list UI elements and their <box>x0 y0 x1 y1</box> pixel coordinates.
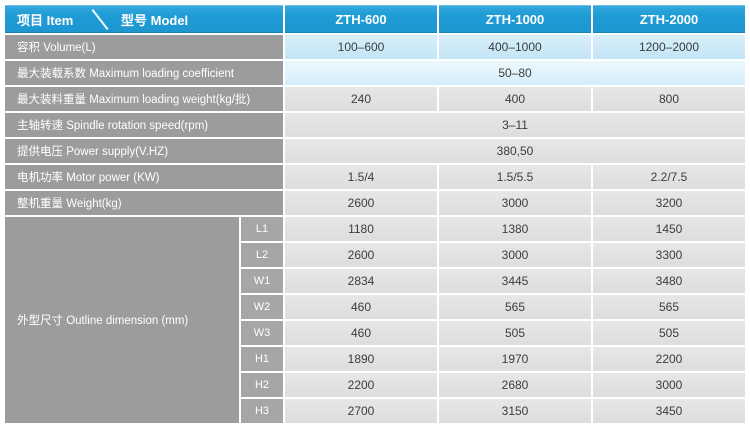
value-cell-volume-zth2000: 1200–2000 <box>593 35 745 59</box>
value-cell-loading-weight-zth600: 240 <box>285 87 437 111</box>
dimension-code-l1: L1 <box>241 217 283 241</box>
item-header-label: 项目 Item <box>17 12 74 28</box>
value-cell-loading-weight-zth2000: 800 <box>593 87 745 111</box>
value-cell-w1-zth600: 2834 <box>285 269 437 293</box>
row-label-loading-weight: 最大装料重量 Maximum loading weight(kg/批) <box>5 87 283 111</box>
dimension-code-w2: W2 <box>241 295 283 319</box>
value-cell-h3-zth600: 2700 <box>285 399 437 423</box>
value-cell-machine-weight-zth1000: 3000 <box>439 191 591 215</box>
row-label-volume: 容积 Volume(L) <box>5 35 283 59</box>
value-cell-l2-zth1000: 3000 <box>439 243 591 267</box>
value-cell-w3-zth600: 460 <box>285 321 437 345</box>
dimension-group-label: 外型尺寸 Outline dimension (mm) <box>5 217 239 423</box>
column-header-zth-1000: ZTH-1000 <box>439 5 591 33</box>
value-cell-h1-zth600: 1890 <box>285 347 437 371</box>
value-cell-loading-weight-zth1000: 400 <box>439 87 591 111</box>
value-cell-w3-zth1000: 505 <box>439 321 591 345</box>
model-header-label: 型号 Model <box>121 12 189 28</box>
row-label-power-supply: 提供电压 Power supply(V.HZ) <box>5 139 283 163</box>
value-cell-volume-zth1000: 400–1000 <box>439 35 591 59</box>
value-cell-spindle-speed: 3–11 <box>285 113 745 137</box>
value-cell-w3-zth2000: 505 <box>593 321 745 345</box>
dimension-code-l2: L2 <box>241 243 283 267</box>
diagonal-divider <box>91 9 109 30</box>
value-cell-power-supply: 380,50 <box>285 139 745 163</box>
row-label-motor-power: 电机功率 Motor power (KW) <box>5 165 283 189</box>
value-cell-h2-zth1000: 2680 <box>439 373 591 397</box>
value-cell-w2-zth600: 460 <box>285 295 437 319</box>
value-cell-l1-zth2000: 1450 <box>593 217 745 241</box>
row-label-spindle-speed: 主轴转速 Spindle rotation speed(rpm) <box>5 113 283 137</box>
column-header-zth-600: ZTH-600 <box>285 5 437 33</box>
value-cell-loading-coefficient: 50–80 <box>285 61 745 85</box>
value-cell-h2-zth2000: 3000 <box>593 373 745 397</box>
dimension-code-h2: H2 <box>241 373 283 397</box>
value-cell-w2-zth2000: 565 <box>593 295 745 319</box>
dimension-code-w1: W1 <box>241 269 283 293</box>
value-cell-l2-zth600: 2600 <box>285 243 437 267</box>
dimension-code-w3: W3 <box>241 321 283 345</box>
column-header-zth-2000: ZTH-2000 <box>593 5 745 33</box>
row-label-loading-coefficient: 最大装载系数 Maximum loading coefficient <box>5 61 283 85</box>
value-cell-l1-zth1000: 1380 <box>439 217 591 241</box>
spec-table: 项目 Item 型号 Model ZTH-600 ZTH-1000 ZTH-20… <box>5 5 745 423</box>
value-cell-l2-zth2000: 3300 <box>593 243 745 267</box>
value-cell-motor-power-zth2000: 2.2/7.5 <box>593 165 745 189</box>
value-cell-w1-zth1000: 3445 <box>439 269 591 293</box>
value-cell-h3-zth1000: 3150 <box>439 399 591 423</box>
value-cell-h1-zth1000: 1970 <box>439 347 591 371</box>
value-cell-machine-weight-zth2000: 3200 <box>593 191 745 215</box>
value-cell-motor-power-zth1000: 1.5/5.5 <box>439 165 591 189</box>
header-corner-cell: 项目 Item 型号 Model <box>5 5 283 33</box>
row-label-machine-weight: 整机重量 Weight(kg) <box>5 191 283 215</box>
value-cell-h2-zth600: 2200 <box>285 373 437 397</box>
value-cell-h1-zth2000: 2200 <box>593 347 745 371</box>
value-cell-w1-zth2000: 3480 <box>593 269 745 293</box>
dimension-code-h1: H1 <box>241 347 283 371</box>
value-cell-w2-zth1000: 565 <box>439 295 591 319</box>
value-cell-h3-zth2000: 3450 <box>593 399 745 423</box>
value-cell-motor-power-zth600: 1.5/4 <box>285 165 437 189</box>
value-cell-volume-zth600: 100–600 <box>285 35 437 59</box>
dimension-code-h3: H3 <box>241 399 283 423</box>
value-cell-machine-weight-zth600: 2600 <box>285 191 437 215</box>
value-cell-l1-zth600: 1180 <box>285 217 437 241</box>
